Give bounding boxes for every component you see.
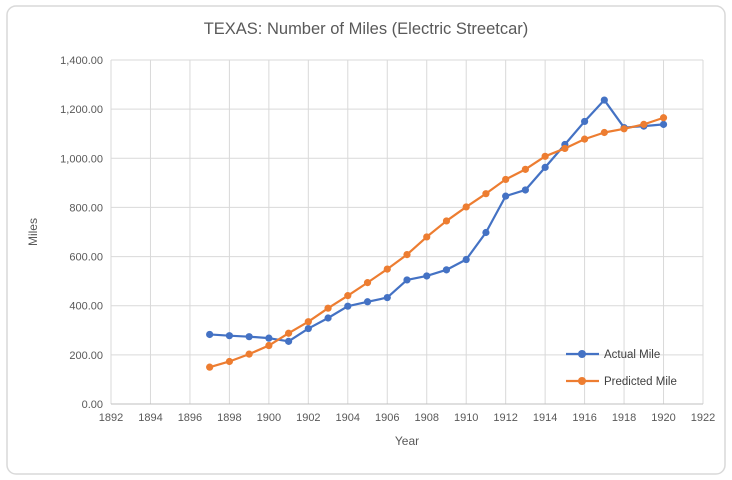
data-point-actual-mile xyxy=(245,333,253,341)
data-point-predicted-mile xyxy=(423,233,431,241)
x-tick-label: 1896 xyxy=(178,412,202,424)
data-point-predicted-mile xyxy=(403,251,411,259)
legend-label-actual: Actual Mile xyxy=(604,349,660,361)
data-point-predicted-mile xyxy=(541,152,549,160)
y-tick-label: 800.00 xyxy=(69,202,103,214)
x-tick-label: 1904 xyxy=(336,412,360,424)
data-point-predicted-mile xyxy=(659,114,668,122)
x-tick-label: 1906 xyxy=(375,412,399,424)
data-point-predicted-mile xyxy=(304,318,312,326)
y-tick-label: 400.00 xyxy=(69,301,103,313)
data-point-actual-mile xyxy=(502,192,510,200)
legend-label-predicted: Predicted Mile xyxy=(604,376,677,388)
x-tick-label: 1902 xyxy=(296,412,320,424)
data-point-actual-mile xyxy=(324,314,332,322)
data-point-actual-mile xyxy=(541,163,549,171)
data-point-actual-mile xyxy=(206,330,214,339)
y-tick-label: 0.00 xyxy=(82,399,103,411)
y-tick-label: 1,000.00 xyxy=(60,153,103,165)
data-point-actual-mile xyxy=(521,186,530,194)
x-tick-label: 1912 xyxy=(493,412,517,424)
chart-outer-border xyxy=(6,5,726,475)
data-point-predicted-mile xyxy=(600,128,608,137)
data-point-actual-mile xyxy=(225,332,233,340)
data-point-actual-mile xyxy=(600,96,608,104)
data-point-predicted-mile xyxy=(640,120,648,128)
data-point-actual-mile xyxy=(482,228,490,237)
data-point-predicted-mile xyxy=(521,165,530,173)
data-point-predicted-mile xyxy=(245,350,253,358)
data-point-predicted-mile xyxy=(324,304,332,312)
data-point-actual-mile xyxy=(462,255,470,264)
data-point-actual-mile xyxy=(265,334,273,342)
y-tick-label: 600.00 xyxy=(69,252,103,264)
x-tick-label: 1914 xyxy=(533,412,557,424)
data-point-actual-mile xyxy=(659,120,668,128)
data-point-predicted-mile xyxy=(581,135,589,143)
legend-item-actual-mile: Actual Mile xyxy=(566,349,660,361)
series-line-predicted-mile xyxy=(209,116,664,369)
x-tick-label: 1892 xyxy=(99,412,123,424)
x-tick-label: 1898 xyxy=(217,412,241,424)
data-point-predicted-mile xyxy=(383,265,391,273)
y-tick-label: 200.00 xyxy=(69,350,103,362)
legend: Actual Mile Predicted Mile xyxy=(566,349,677,388)
x-axis-title: Year xyxy=(395,434,419,448)
x-tick-label: 1908 xyxy=(414,412,438,424)
axis-tick-labels: 0.00 200.00 400.00 600.00 800.00 1,000.00 1,20… xyxy=(60,55,715,424)
data-point-actual-mile xyxy=(403,276,411,284)
data-point-predicted-mile xyxy=(462,203,470,211)
data-point-actual-mile xyxy=(423,272,431,280)
data-point-predicted-mile xyxy=(344,292,352,300)
data-point-actual-mile xyxy=(383,294,391,302)
y-tick-label: 1,400.00 xyxy=(60,55,103,67)
x-tick-label: 1920 xyxy=(651,412,675,424)
chart-title: TEXAS: Number of Miles (Electric Streetc… xyxy=(204,20,529,38)
x-tick-label: 1894 xyxy=(138,412,162,424)
data-point-predicted-mile xyxy=(442,217,451,225)
data-point-actual-mile xyxy=(581,117,589,126)
data-series xyxy=(206,96,668,371)
legend-marker-actual xyxy=(578,350,586,358)
data-point-predicted-mile xyxy=(502,175,510,184)
data-point-predicted-mile xyxy=(206,363,214,371)
data-point-predicted-mile xyxy=(561,144,569,153)
data-point-predicted-mile xyxy=(363,279,372,287)
data-point-predicted-mile xyxy=(482,190,490,198)
legend-item-predicted-mile: Predicted Mile xyxy=(566,376,677,388)
x-tick-label: 1922 xyxy=(691,412,715,424)
data-point-actual-mile xyxy=(442,266,451,274)
data-point-actual-mile xyxy=(304,324,312,333)
data-point-predicted-mile xyxy=(620,125,628,133)
data-point-actual-mile xyxy=(285,337,293,345)
x-tick-label: 1910 xyxy=(454,412,478,424)
data-point-predicted-mile xyxy=(265,341,273,350)
series-predicted-mile xyxy=(206,114,668,371)
x-tick-label: 1918 xyxy=(612,412,636,424)
y-axis-title: Miles xyxy=(26,218,40,246)
y-tick-label: 1,200.00 xyxy=(60,104,103,116)
data-point-actual-mile xyxy=(344,302,352,310)
data-point-predicted-mile xyxy=(285,329,293,337)
x-tick-label: 1900 xyxy=(257,412,281,424)
legend-marker-predicted xyxy=(578,377,586,385)
x-tick-label: 1916 xyxy=(572,412,596,424)
data-point-actual-mile xyxy=(363,298,372,306)
data-point-predicted-mile xyxy=(225,357,233,366)
